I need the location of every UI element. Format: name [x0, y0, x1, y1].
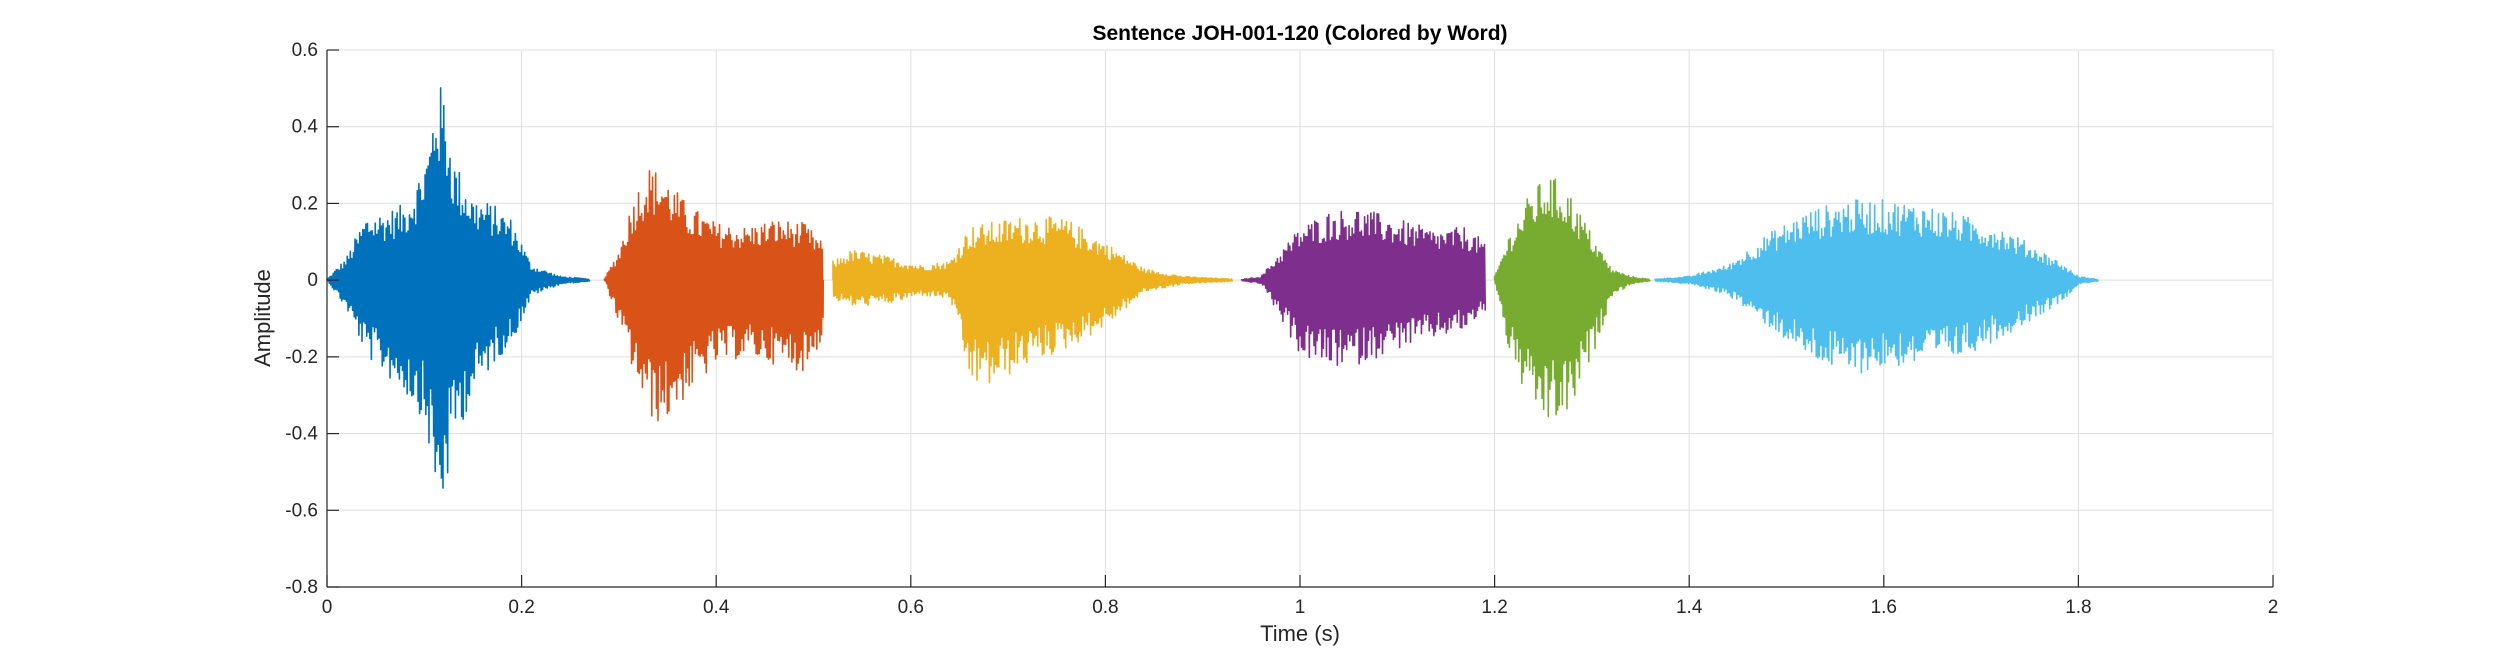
y-axis-label: Amplitude	[250, 269, 275, 367]
waveform-word-4	[1240, 210, 1487, 367]
waveform-word-5	[1493, 178, 1651, 418]
x-tick-label: 0.8	[1092, 597, 1118, 618]
y-tick-label: 0.2	[292, 193, 318, 214]
y-tick-label: 0.6	[292, 40, 318, 61]
waveform-series-group	[326, 87, 2099, 489]
y-tick-label: 0.4	[292, 117, 319, 138]
ticks: 0 0.2 0.4 0.6 0.8 1 1.2 1.4 1.6 1.8 2 -0.8 -0.6 -0.4 -…	[285, 40, 2278, 618]
x-tick-label: 1	[1295, 597, 1306, 618]
waveform-word-3	[832, 216, 1234, 384]
waveform-word-6	[1654, 199, 2099, 374]
x-tick-label: 1.8	[2065, 597, 2091, 618]
x-tick-label: 0.4	[703, 597, 730, 618]
x-tick-label: 2	[2268, 597, 2279, 618]
chart-title: Sentence JOH-001-120 (Colored by Word)	[1092, 22, 1507, 45]
y-tick-label: -0.6	[285, 500, 318, 521]
x-tick-label: 0	[322, 597, 333, 618]
waveform-word-2	[603, 170, 825, 422]
x-axis-label: Time (s)	[1260, 621, 1340, 646]
y-tick-label: -0.4	[285, 424, 318, 445]
y-tick-label: -0.8	[285, 577, 318, 598]
x-tick-label: 1.6	[1871, 597, 1897, 618]
x-tick-label: 1.4	[1676, 597, 1703, 618]
waveform-word-1	[326, 87, 591, 489]
y-tick-label: -0.2	[285, 347, 318, 368]
x-tick-label: 0.6	[898, 597, 924, 618]
x-tick-label: 1.2	[1481, 597, 1507, 618]
x-tick-label: 0.2	[508, 597, 534, 618]
y-tick-label: 0	[307, 270, 318, 291]
